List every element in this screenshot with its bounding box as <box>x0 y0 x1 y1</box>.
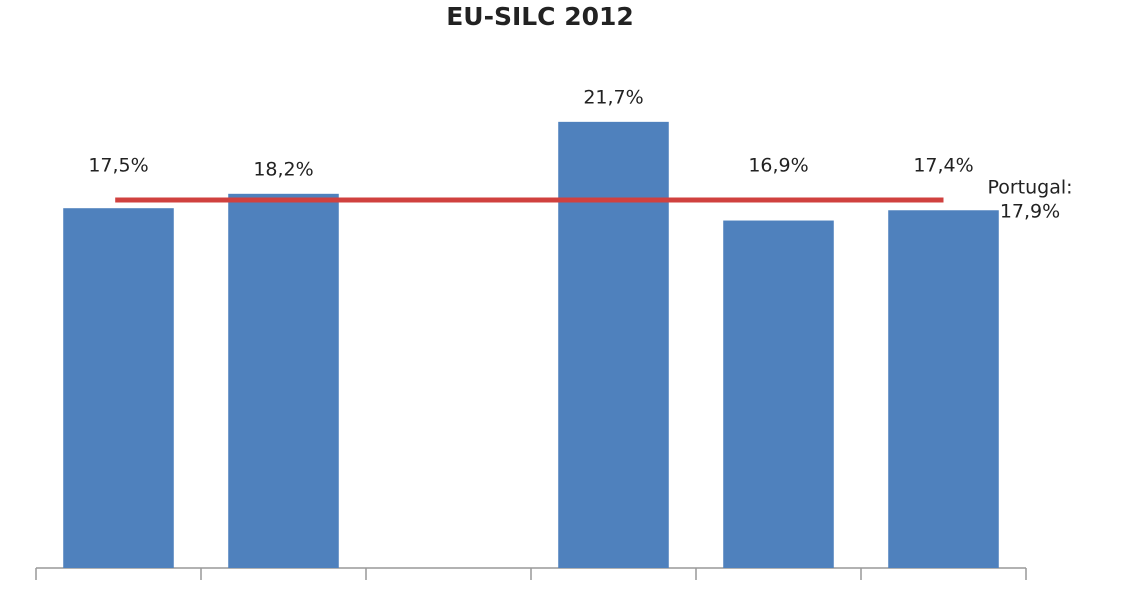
value-label: 18,2% <box>253 158 313 180</box>
value-label: 16,9% <box>748 154 808 176</box>
bar <box>63 208 174 568</box>
value-label: 17,4% <box>913 154 973 176</box>
bar <box>228 193 339 569</box>
value-label: 21,7% <box>583 86 643 108</box>
value-label: 17,5% <box>88 154 148 176</box>
chart-title: EU-SILC 2012 <box>446 2 634 31</box>
bar <box>888 210 999 569</box>
bar <box>558 121 669 569</box>
bar <box>723 220 834 568</box>
reference-label: Portugal: <box>987 176 1072 198</box>
reference-label: 17,9% <box>1000 200 1060 222</box>
